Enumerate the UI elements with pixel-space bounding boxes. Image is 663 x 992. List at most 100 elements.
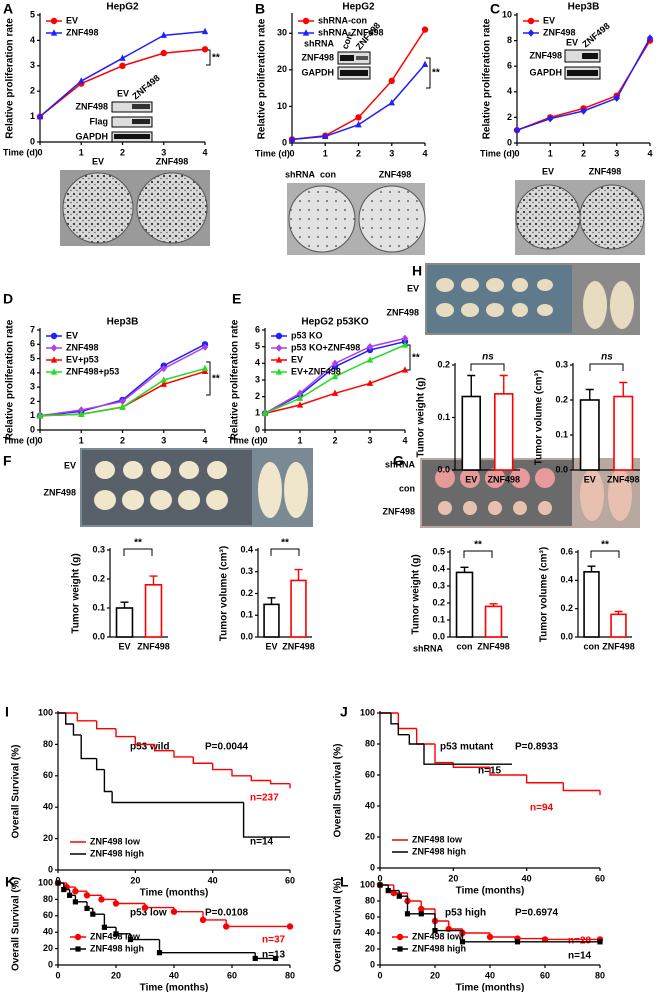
x-tick-label: 1 [297, 435, 302, 445]
significance: ** [432, 68, 440, 79]
marker [119, 54, 126, 61]
marker [252, 955, 258, 962]
marker [160, 49, 167, 57]
y-tick-label: 3 [30, 60, 35, 70]
marker [421, 60, 429, 67]
x-tick-label: ZNF498 [137, 641, 170, 651]
y-tick-label: 0.2 [560, 603, 573, 613]
survival-step [562, 782, 600, 792]
y-tick-label: 10 [502, 9, 512, 19]
marker [36, 411, 44, 419]
marker [261, 409, 269, 416]
panel-label: E [232, 291, 241, 307]
survival-step [144, 903, 174, 909]
x-tick-label: 40 [208, 875, 218, 885]
marker [296, 401, 304, 408]
x-tick-label: ZNF498 [282, 641, 315, 651]
significance: ns [601, 352, 613, 363]
marker [119, 397, 126, 406]
marker [84, 905, 90, 912]
marker [201, 343, 209, 351]
survival-step [211, 763, 232, 771]
panel-label: L [340, 874, 349, 890]
marker [390, 889, 397, 897]
marker [366, 379, 374, 386]
marker [275, 368, 283, 375]
y-tick-label: 0.2 [437, 359, 450, 369]
y-tick-label: 0.2 [555, 394, 568, 404]
legend-label: ZNF498 low [90, 836, 141, 846]
x-tick-label: 1 [79, 147, 84, 157]
y-tick-label: 40 [43, 927, 53, 937]
x-tick-label: 2 [356, 148, 361, 158]
x-tick-label: 2 [120, 147, 125, 157]
x-tick-label: 1 [548, 148, 553, 158]
y-axis-title: Tumor volume (cm³) [539, 547, 550, 642]
panel-label: A [3, 1, 13, 17]
marker [401, 341, 409, 348]
y-tick-label: 4 [507, 86, 512, 96]
marker [286, 923, 294, 930]
annotation: p53 low [130, 908, 167, 919]
survival-step [134, 736, 155, 746]
significance: ** [412, 353, 420, 364]
photo-label: ZNF498 [386, 307, 419, 317]
marker [404, 911, 411, 917]
y-tick-label: 80 [365, 738, 375, 748]
y-tick-label: 0.3 [555, 359, 568, 369]
marker [514, 939, 521, 945]
x-axis-title: Time (d) [480, 148, 515, 158]
photo-label: con [399, 483, 415, 493]
legend-label: ZNF498 high [90, 848, 144, 858]
marker [78, 406, 85, 414]
significance: ** [212, 53, 220, 64]
blot-label: Flag [89, 116, 108, 126]
bar [579, 399, 600, 471]
marker [61, 886, 67, 893]
panel-label: C [490, 1, 500, 17]
legend-label: shRNA-con [318, 15, 367, 25]
x-tick-label: 0 [514, 148, 519, 158]
legend-label: ZNF498 [66, 342, 99, 352]
x-tick-label: 0 [37, 435, 42, 445]
y-tick-label: 0.4 [432, 563, 445, 573]
error-bar [267, 597, 276, 605]
x-tick-label: con [456, 641, 472, 651]
legend-label: EV [66, 330, 78, 340]
survival-step [158, 939, 256, 954]
marker [385, 888, 391, 894]
x-tick-label: 3 [614, 148, 619, 158]
y-axis-title: Relative proliferation rate [230, 319, 241, 440]
x-axis-title: Time (d) [3, 435, 38, 445]
survival-step [516, 937, 545, 940]
panel-label: J [340, 704, 348, 720]
y-tick-label: 20 [277, 64, 287, 74]
photo-label: ZNF498 [156, 156, 189, 166]
legend-label: shRNA-ZNF498 [318, 27, 384, 37]
marker [50, 332, 58, 340]
y-tick-label: 20 [365, 943, 375, 953]
photo-label: con [320, 169, 336, 179]
y-tick-label: 30 [277, 28, 287, 38]
marker [67, 892, 73, 898]
bar [583, 571, 600, 638]
marker [397, 946, 403, 952]
brackets [123, 49, 624, 558]
y-tick-label: 0 [48, 864, 53, 874]
marker [432, 928, 438, 934]
survival-step [95, 720, 116, 730]
legend-label: ZNF498 [66, 27, 99, 37]
survival-step [173, 907, 203, 913]
marker [527, 29, 535, 37]
error-bar [489, 603, 498, 607]
marker [275, 332, 283, 340]
survival-step [544, 938, 600, 941]
y-tick-label: 2 [507, 112, 512, 122]
marker [401, 366, 409, 373]
y-tick-label: 0.0 [432, 631, 445, 641]
marker [331, 359, 339, 368]
marker [119, 403, 126, 410]
legend-label: ZNF498 low [412, 931, 463, 941]
y-tick-label: 0.1 [432, 614, 445, 624]
n-label: n=94 [530, 803, 554, 814]
